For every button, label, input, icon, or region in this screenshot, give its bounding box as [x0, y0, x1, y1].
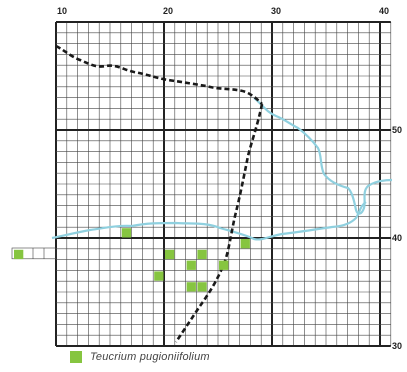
occupied-cell	[197, 249, 207, 260]
occupied-cells	[14, 228, 250, 292]
tick-right-1: 50	[392, 125, 402, 135]
occupied-cell	[186, 282, 196, 292]
occupied-cell	[121, 228, 132, 238]
river-lines	[51, 97, 393, 241]
tick-top-3: 30	[271, 6, 281, 16]
river-south	[51, 201, 367, 241]
river-east	[253, 97, 393, 215]
occupied-cell	[165, 249, 175, 260]
dashed-lines	[55, 44, 264, 343]
legend-swatch	[70, 351, 82, 363]
occupied-cell	[186, 260, 196, 270]
tick-top-4: 40	[379, 6, 389, 16]
dashed-coastline	[55, 44, 263, 105]
legend: Teucrium pugioniifolium	[70, 348, 210, 366]
grid	[11, 21, 392, 347]
legend-species-label: Teucrium pugioniifolium	[90, 351, 210, 363]
grid-stub	[11, 247, 57, 260]
occupied-cell	[154, 271, 164, 281]
tick-right-2: 40	[392, 233, 402, 243]
occupied-cell	[14, 249, 24, 260]
tick-top-2: 20	[163, 6, 173, 16]
occupied-cell	[197, 282, 207, 292]
tick-top-1: 10	[57, 6, 67, 16]
tick-right-3: 30	[392, 341, 402, 351]
dashed-boundary	[174, 103, 264, 343]
occupied-cell	[240, 239, 250, 249]
occupied-cell	[219, 260, 229, 270]
